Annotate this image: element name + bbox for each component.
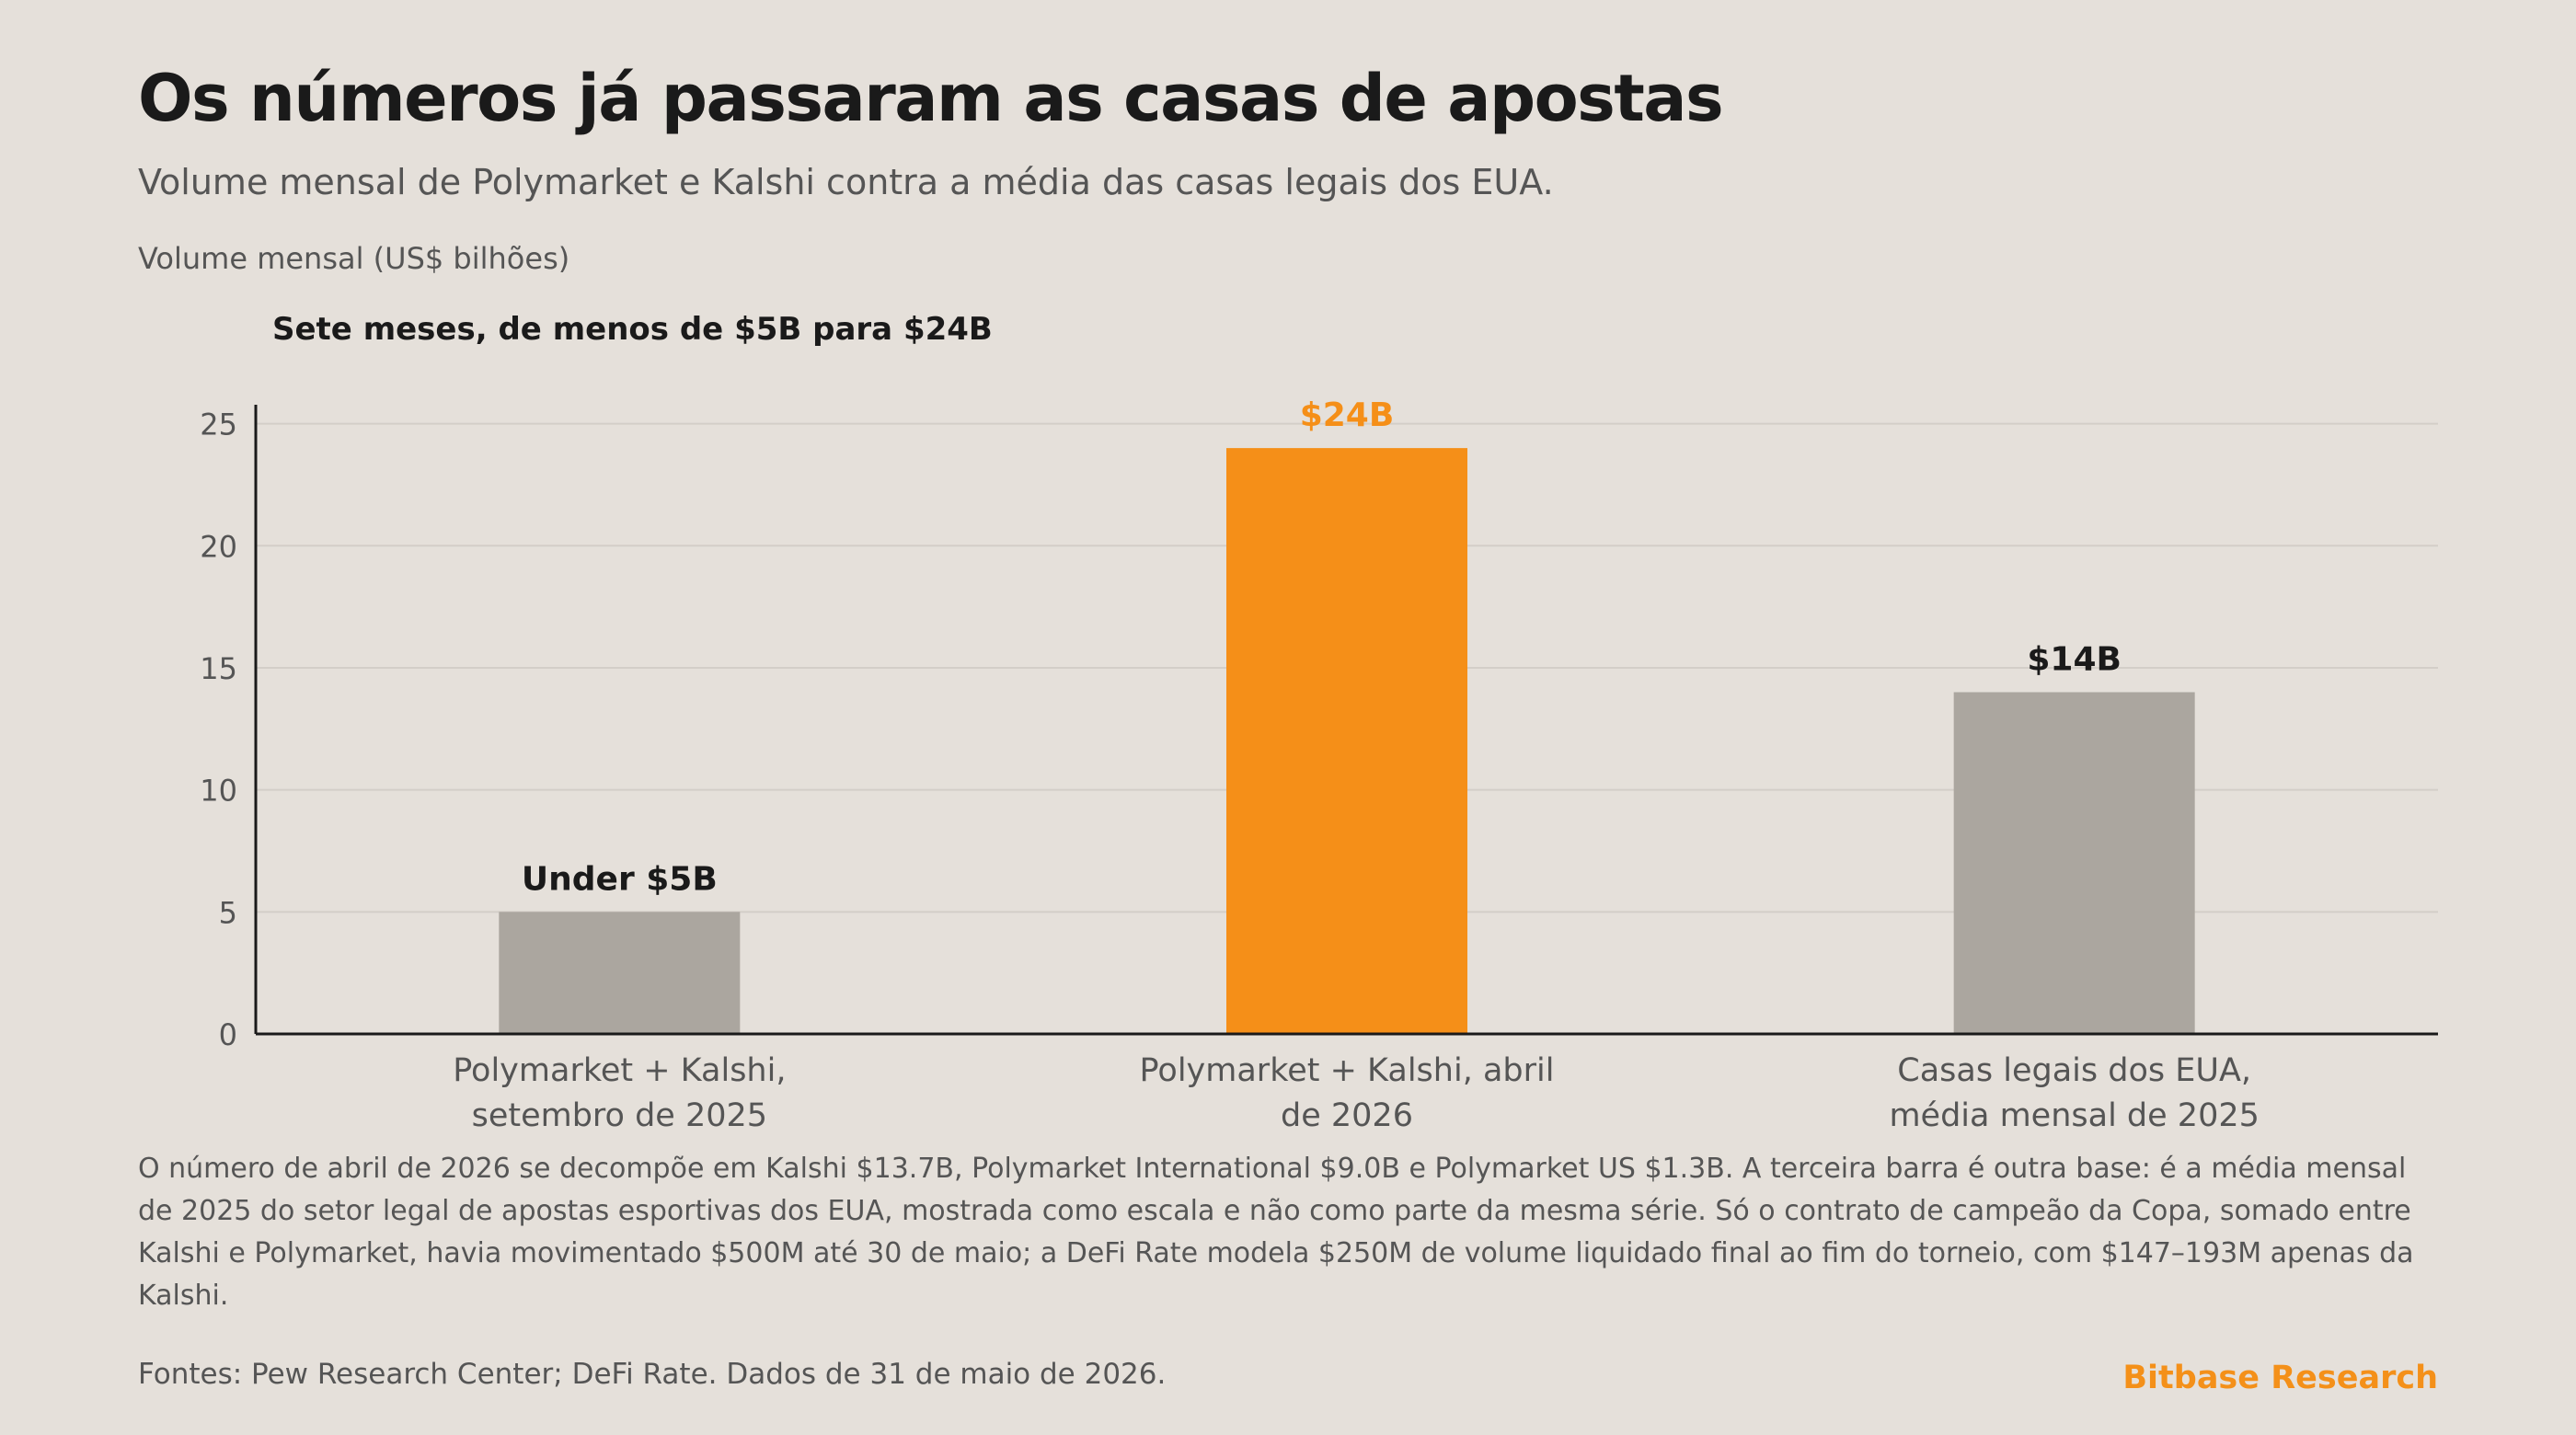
axes	[254, 405, 2438, 1036]
chart-title: Os números já passaram as casas de apost…	[138, 61, 1724, 136]
bar-3	[1953, 692, 2195, 1034]
bar-2	[1226, 448, 1467, 1034]
bar-1	[499, 912, 741, 1034]
x-tick-label: setembro de 2025	[472, 1097, 767, 1134]
y-tick-label: 0	[219, 1017, 237, 1052]
data-label: $14B	[2027, 640, 2122, 678]
data-label: Under $5B	[522, 860, 718, 898]
x-tick-label: Casas legais dos EUA,	[1897, 1052, 2251, 1089]
y-tick-label: 25	[200, 408, 237, 442]
bars	[499, 448, 2195, 1034]
y-tick-label: 5	[219, 895, 237, 930]
x-tick-label: média mensal de 2025	[1889, 1097, 2259, 1134]
bar-chart: 0 5 10 15 20 25 Under $5B Polymarket + Kalshi, s…	[200, 396, 2438, 1134]
chart-annotation: Sete meses, de menos de $5B para $24B	[272, 311, 993, 348]
x-tick-label: de 2026	[1281, 1097, 1413, 1134]
chart-subtitle: Volume mensal de Polymarket e Kalshi con…	[138, 162, 1554, 202]
sources-text: Fontes: Pew Research Center; DeFi Rate. …	[138, 1358, 1167, 1391]
footnote: O número de abril de 2026 se decompõe em…	[138, 1153, 2414, 1312]
y-tick-label: 15	[200, 651, 237, 686]
x-tick-label: Polymarket + Kalshi, abril	[1140, 1052, 1555, 1089]
labels: 0 5 10 15 20 25 Under $5B Polymarket + Kalshi, s…	[200, 396, 2260, 1134]
x-tick-label: Polymarket + Kalshi,	[453, 1052, 786, 1089]
brand-logo-text: Bitbase Research	[2122, 1360, 2438, 1396]
data-label: $24B	[1300, 396, 1395, 434]
y-tick-label: 20	[200, 529, 237, 564]
y-tick-label: 10	[200, 774, 237, 809]
y-axis-label: Volume mensal (US$ bilhões)	[138, 241, 570, 276]
